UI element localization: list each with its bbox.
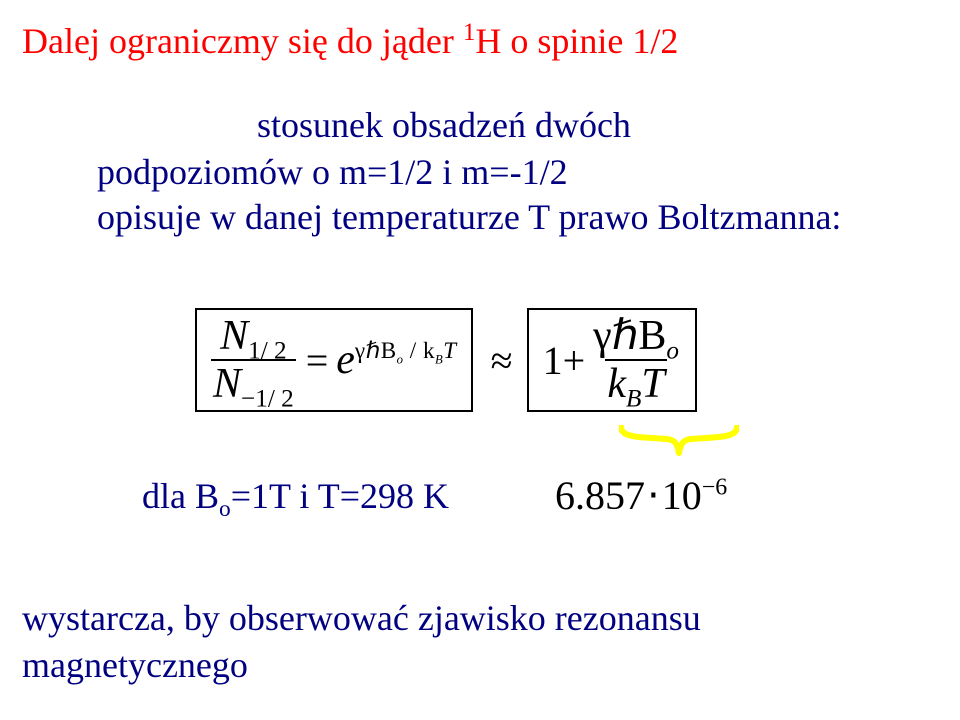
- val-ten: 10: [662, 473, 702, 518]
- rden-T: T: [641, 361, 664, 407]
- para-1: stosunek obsadzeń dwóch: [22, 103, 940, 148]
- den-N: N: [213, 361, 241, 407]
- exp-o: o: [397, 353, 404, 367]
- dla-o: o: [219, 496, 231, 522]
- equals: =: [306, 337, 329, 384]
- equation: N1/ 2 N−1/ 2 = eγℏBo / kBT ≈ 1+: [195, 295, 755, 425]
- rden-k: k: [607, 361, 626, 407]
- e-base: e: [336, 337, 355, 383]
- footer-line-2: magnetycznego: [22, 642, 701, 689]
- exp-T: T: [443, 337, 456, 363]
- val-dot: ⋅: [645, 473, 662, 518]
- dla-pre: dla B: [142, 476, 219, 516]
- exp-tail: / k: [404, 337, 436, 363]
- title-post: H o spinie 1/2: [475, 21, 678, 61]
- brace-svg: [619, 425, 739, 459]
- title-pre: Dalej ograniczmy się do jąder: [22, 21, 463, 61]
- equation-left-box: N1/ 2 N−1/ 2 = eγℏBo / kBT: [195, 308, 473, 412]
- row-value: 6.857⋅10−6: [555, 472, 727, 519]
- rden-B: B: [626, 385, 641, 412]
- brace-path: [621, 427, 737, 453]
- exp-main: γℏB: [355, 337, 397, 363]
- frac-right: γℏBo kBT: [591, 315, 681, 405]
- frac-N: N1/ 2 N−1/ 2: [211, 315, 296, 405]
- para-3: opisuje w danej temperaturze T prawo Bol…: [22, 195, 940, 240]
- footer-line-1: wystarcza, by obserwować zjawisko rezona…: [22, 595, 701, 642]
- dla-post: =1T i T=298 K: [231, 476, 449, 516]
- footer: wystarcza, by obserwować zjawisko rezona…: [22, 595, 701, 689]
- num-N: N: [220, 313, 248, 359]
- row-dla: dla Bo=1T i T=298 K: [142, 475, 449, 517]
- title-sup: 1: [463, 19, 476, 46]
- rnum: γℏB: [593, 313, 666, 359]
- den-sub: −1/ 2: [241, 385, 294, 412]
- val-mantissa: 6.857: [555, 473, 645, 518]
- equation-right-box: 1+ γℏBo kBT: [527, 308, 697, 412]
- val-exp: −6: [702, 475, 728, 501]
- rnum-o: o: [666, 337, 679, 364]
- exponent: γℏBo / kBT: [355, 337, 457, 363]
- para-2: podpoziomów o m=1/2 i m=-1/2: [22, 150, 940, 195]
- e: eγℏBo / kBT: [336, 336, 456, 384]
- brace-icon: [619, 425, 739, 455]
- slide: Dalej ograniczmy się do jąder 1H o spini…: [0, 0, 960, 720]
- one-plus: 1+: [543, 337, 586, 384]
- title: Dalej ograniczmy się do jąder 1H o spini…: [22, 20, 940, 63]
- approx: ≈: [491, 337, 513, 384]
